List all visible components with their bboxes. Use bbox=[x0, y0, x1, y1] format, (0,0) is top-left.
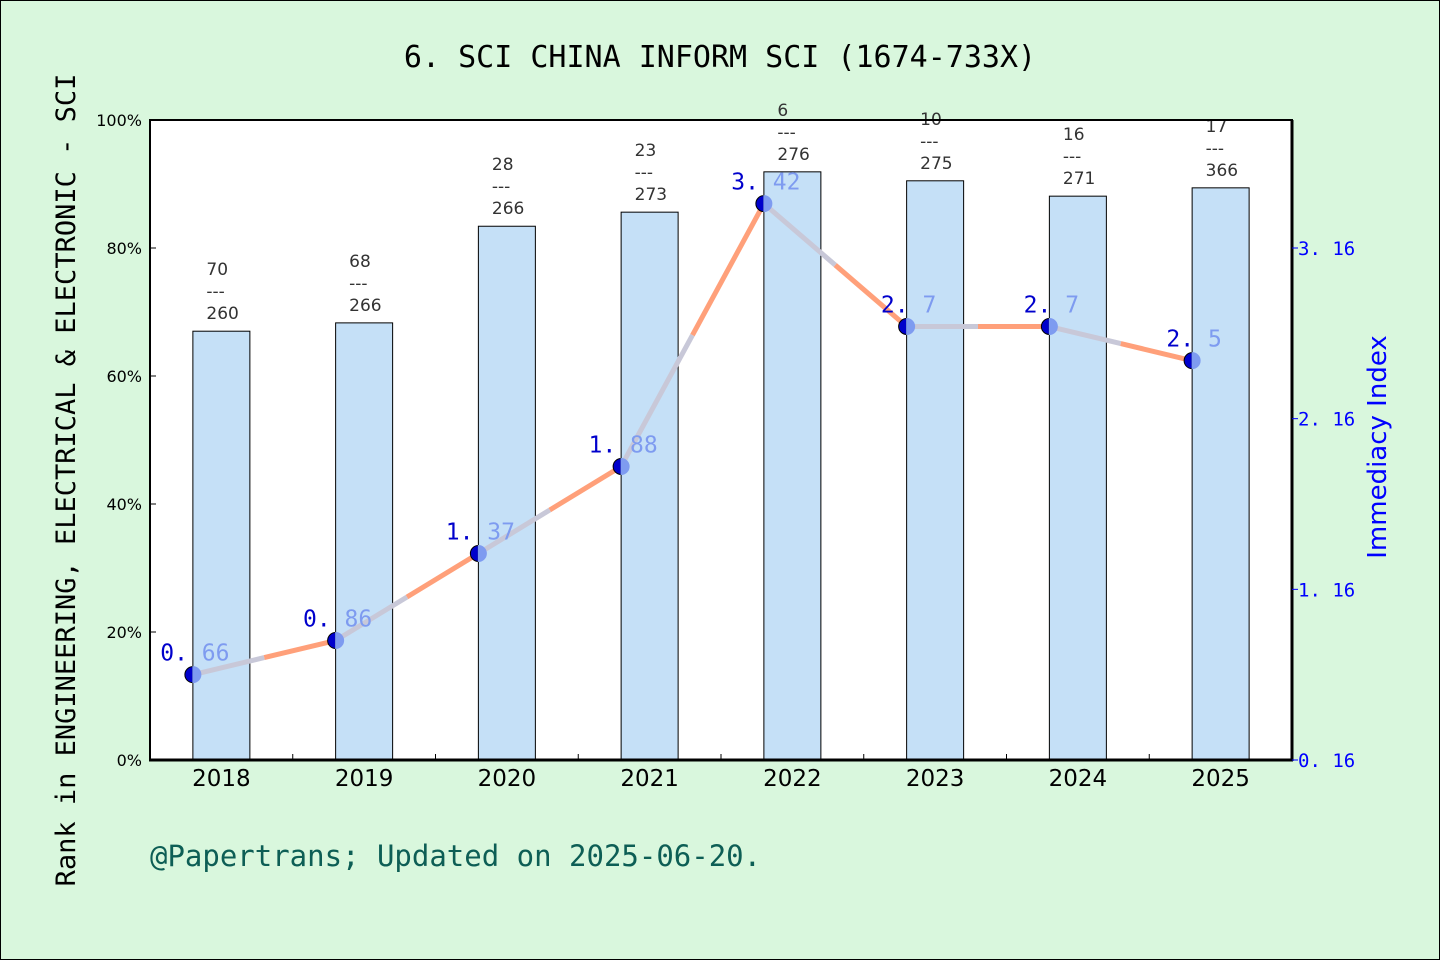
value-label-2021: 1. 88 bbox=[589, 432, 658, 458]
rank-total: 266 bbox=[349, 296, 381, 316]
rank-label-2019: 266 --- 68 bbox=[349, 252, 381, 316]
data-point-2018 bbox=[184, 666, 202, 684]
rank-divider: --- bbox=[635, 163, 653, 183]
left-tick-label: 80% bbox=[106, 239, 142, 258]
bar-2019 bbox=[335, 322, 394, 761]
rank-position: 17 bbox=[1206, 117, 1228, 137]
x-tick-label: 2025 bbox=[1191, 766, 1250, 792]
rank-position: 23 bbox=[635, 141, 657, 161]
rank-total: 276 bbox=[777, 145, 809, 165]
line-segment bbox=[192, 655, 265, 678]
rank-divider: --- bbox=[349, 274, 367, 294]
value-label-2025: 2. 5 bbox=[1166, 327, 1221, 353]
x-tick-label: 2024 bbox=[1049, 766, 1108, 792]
x-tick-label: 2021 bbox=[620, 766, 679, 792]
left-axis-label: Rank in ENGINEERING, ELECTRICAL & ELECTR… bbox=[51, 74, 82, 887]
line-segment bbox=[548, 464, 623, 513]
data-point-2020 bbox=[469, 544, 487, 562]
value-label-2023: 2. 7 bbox=[881, 293, 936, 319]
left-tick-label: 60% bbox=[106, 367, 142, 386]
rank-position: 16 bbox=[1063, 125, 1085, 145]
bar-2025 bbox=[1191, 187, 1250, 761]
rank-label-2020: 266 --- 28 bbox=[492, 155, 524, 219]
line-segment bbox=[833, 263, 909, 329]
value-label-2022: 3. 42 bbox=[731, 170, 800, 196]
rank-total: 266 bbox=[492, 199, 524, 219]
right-tick-label: 0. 16 bbox=[1298, 750, 1355, 772]
left-tick-label: 0% bbox=[117, 751, 142, 770]
line-segment bbox=[334, 594, 409, 643]
left-tick-label: 40% bbox=[106, 495, 142, 514]
left-axis-ticks: 0% 20% 40% 60% 80% 100% bbox=[96, 111, 156, 770]
footer-credit: @Papertrans; Updated on 2025-06-20. bbox=[150, 839, 761, 873]
rank-position: 6 bbox=[777, 101, 788, 121]
line-segment bbox=[618, 333, 695, 468]
bar-2021 bbox=[620, 211, 679, 761]
bar-2018 bbox=[192, 330, 251, 761]
value-label-2019: 0. 86 bbox=[303, 607, 372, 633]
line-segment bbox=[477, 507, 552, 556]
data-point-2019 bbox=[327, 632, 345, 650]
bar-2024 bbox=[1048, 195, 1107, 761]
line-segment bbox=[690, 202, 767, 337]
value-label-2024: 2. 7 bbox=[1024, 293, 1079, 319]
line-segment bbox=[1048, 324, 1122, 347]
rank-divider: --- bbox=[1063, 147, 1081, 167]
data-point-2023 bbox=[898, 318, 916, 336]
x-tick-label: 2022 bbox=[763, 766, 822, 792]
rank-position: 68 bbox=[349, 252, 371, 272]
rank-total: 273 bbox=[635, 185, 667, 205]
right-tick-label: 2. 16 bbox=[1298, 409, 1355, 431]
bar-2020 bbox=[477, 225, 536, 761]
rank-label-2024: 271 --- 16 bbox=[1063, 125, 1095, 189]
rank-label-2018: 260 --- 70 bbox=[206, 260, 238, 324]
rank-label-2022: 276 --- 6 bbox=[777, 101, 809, 165]
value-label-2018: 0. 66 bbox=[160, 641, 229, 667]
data-point-2024 bbox=[1040, 318, 1058, 336]
x-tick-label: 2019 bbox=[335, 766, 394, 792]
bar-2023 bbox=[906, 180, 965, 761]
right-axis-label: Immediacy Index bbox=[1363, 335, 1393, 559]
x-tick-label: 2020 bbox=[478, 766, 537, 792]
rank-position: 28 bbox=[492, 155, 514, 175]
data-point-2025 bbox=[1183, 352, 1201, 370]
rank-divider: --- bbox=[206, 282, 224, 302]
data-point-2022 bbox=[755, 195, 773, 213]
rank-total: 366 bbox=[1206, 161, 1238, 181]
line-segment bbox=[263, 638, 337, 661]
x-tick-label: 2023 bbox=[906, 766, 965, 792]
plot-area bbox=[150, 120, 1292, 760]
bar-2022 bbox=[763, 171, 822, 761]
rank-total: 271 bbox=[1063, 169, 1095, 189]
right-tick-label: 3. 16 bbox=[1298, 238, 1355, 260]
data-point-2021 bbox=[612, 457, 630, 475]
rank-divider: --- bbox=[777, 123, 795, 143]
x-tick-label: 2018 bbox=[192, 766, 251, 792]
rank-divider: --- bbox=[1206, 139, 1224, 159]
rank-total: 275 bbox=[920, 154, 952, 174]
rank-divider: --- bbox=[492, 177, 510, 197]
right-axis-ticks: 0. 16 1. 16 2. 16 3. 16 bbox=[1292, 238, 1355, 772]
rank-label-2025: 366 --- 17 bbox=[1206, 117, 1238, 181]
chart-title: 6. SCI CHINA INFORM SCI (1674-733X) bbox=[404, 40, 1036, 75]
line-segment bbox=[405, 551, 480, 600]
right-tick-label: 1. 16 bbox=[1298, 579, 1355, 601]
rank-position: 70 bbox=[206, 260, 228, 280]
rank-total: 260 bbox=[206, 304, 238, 324]
left-tick-label: 100% bbox=[96, 111, 142, 130]
value-labels: 0. 66 0. 86 1. 37 1. 88 3. 42 2. 7 2. 7 2. 5 bbox=[160, 170, 1222, 667]
value-label-2020: 1. 37 bbox=[446, 519, 515, 545]
line-segment bbox=[762, 201, 837, 267]
line-segment bbox=[1120, 341, 1193, 364]
left-tick-label: 20% bbox=[106, 623, 142, 642]
rank-divider: --- bbox=[920, 132, 938, 152]
x-axis-ticks: 2018 2019 2020 2021 2022 2023 2024 2025 bbox=[192, 754, 1250, 792]
rank-label-2021: 273 --- 23 bbox=[635, 141, 667, 205]
line-series bbox=[184, 195, 1201, 684]
